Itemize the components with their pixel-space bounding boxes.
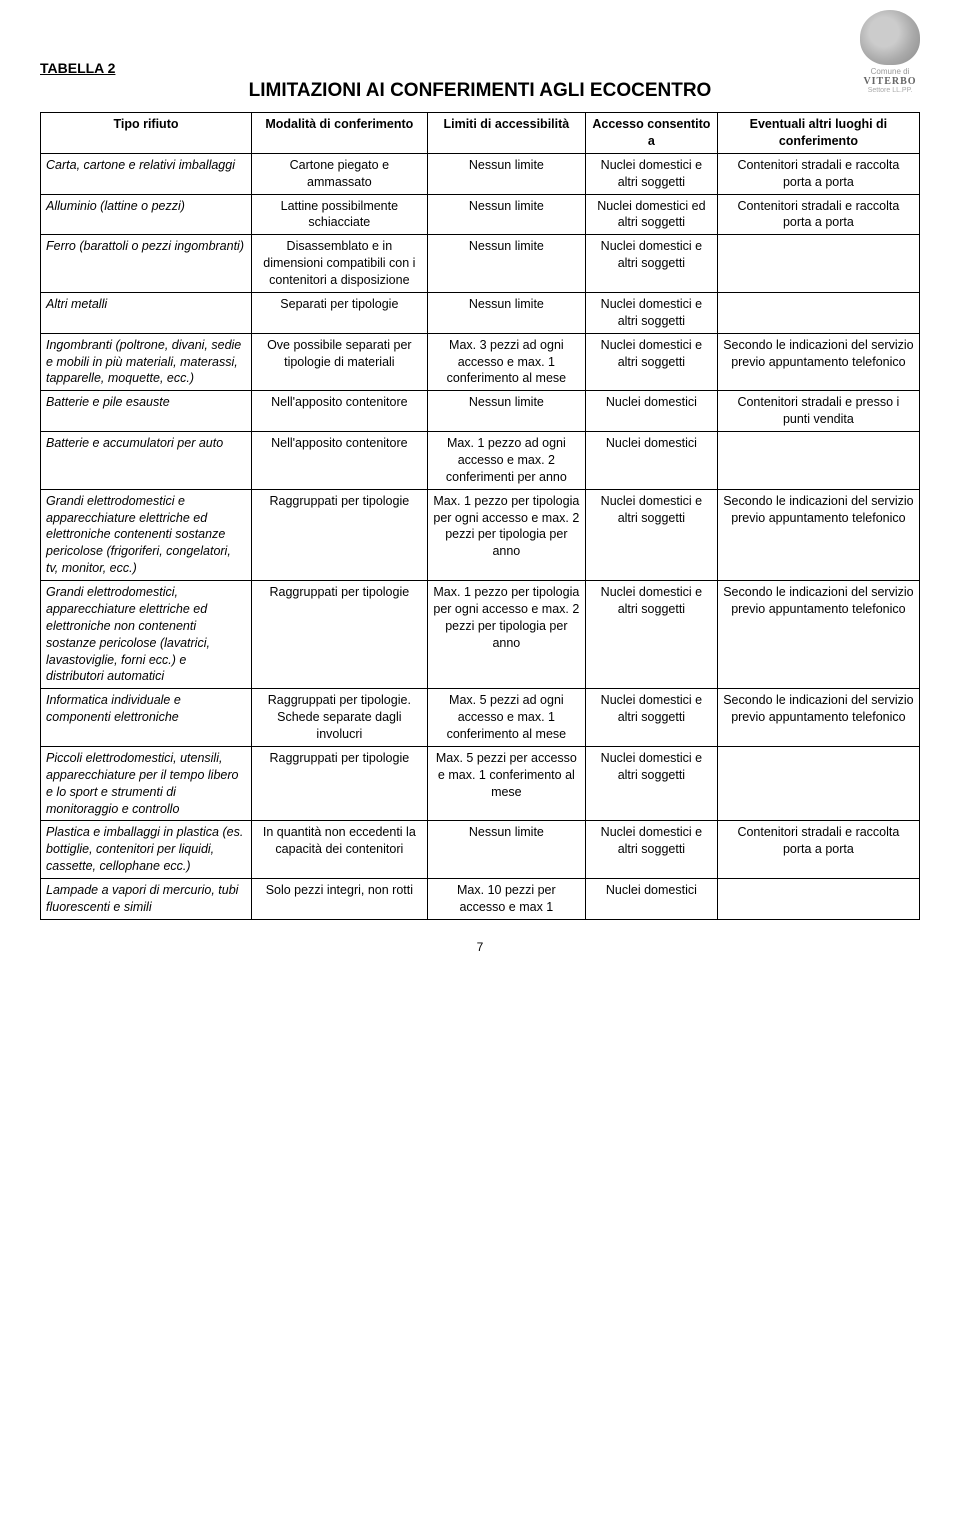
cell-limiti: Max. 1 pezzo per tipologia per ogni acce…: [427, 489, 585, 580]
cell-modalita: Separati per tipologie: [251, 292, 427, 333]
cell-tipo: Alluminio (lattine o pezzi): [41, 194, 252, 235]
cell-tipo: Ingombranti (poltrone, divani, sedie e m…: [41, 333, 252, 391]
cell-accesso: Nuclei domestici e altri soggetti: [585, 235, 717, 293]
cell-accesso: Nuclei domestici: [585, 391, 717, 432]
logo-image: [860, 10, 920, 65]
table-row: Alluminio (lattine o pezzi)Lattine possi…: [41, 194, 920, 235]
logo-line2: VITERBO: [860, 76, 920, 87]
cell-tipo: Piccoli elettrodomestici, utensili, appa…: [41, 746, 252, 821]
cell-eventuali: Secondo le indicazioni del servizio prev…: [717, 489, 919, 580]
cell-limiti: Nessun limite: [427, 292, 585, 333]
cell-limiti: Max. 5 pezzi per accesso e max. 1 confer…: [427, 746, 585, 821]
table-row: Grandi elettrodomestici, apparecchiature…: [41, 581, 920, 689]
cell-modalita: Nell'apposito contenitore: [251, 432, 427, 490]
header-eventuali: Eventuali altri luoghi di conferimento: [717, 113, 919, 154]
cell-eventuali: Secondo le indicazioni del servizio prev…: [717, 333, 919, 391]
cell-eventuali: [717, 746, 919, 821]
cell-eventuali: Secondo le indicazioni del servizio prev…: [717, 689, 919, 747]
table-row: Ingombranti (poltrone, divani, sedie e m…: [41, 333, 920, 391]
cell-accesso: Nuclei domestici e altri soggetti: [585, 292, 717, 333]
header-limiti: Limiti di accessibilità: [427, 113, 585, 154]
cell-modalita: Lattine possibilmente schiacciate: [251, 194, 427, 235]
cell-modalita: Raggruppati per tipologie: [251, 581, 427, 689]
logo-line1: Comune di: [860, 67, 920, 76]
cell-tipo: Plastica e imballaggi in plastica (es. b…: [41, 821, 252, 879]
cell-accesso: Nuclei domestici e altri soggetti: [585, 153, 717, 194]
table-row: Batterie e pile esausteNell'apposito con…: [41, 391, 920, 432]
cell-eventuali: Contenitori stradali e presso i punti ve…: [717, 391, 919, 432]
cell-modalita: In quantità non eccedenti la capacità de…: [251, 821, 427, 879]
cell-modalita: Raggruppati per tipologie. Schede separa…: [251, 689, 427, 747]
cell-eventuali: [717, 879, 919, 920]
cell-modalita: Raggruppati per tipologie: [251, 746, 427, 821]
cell-tipo: Batterie e pile esauste: [41, 391, 252, 432]
cell-accesso: Nuclei domestici e altri soggetti: [585, 746, 717, 821]
cell-modalita: Cartone piegato e ammassato: [251, 153, 427, 194]
cell-tipo: Lampade a vapori di mercurio, tubi fluor…: [41, 879, 252, 920]
header-tipo: Tipo rifiuto: [41, 113, 252, 154]
table-row: Carta, cartone e relativi imballaggiCart…: [41, 153, 920, 194]
cell-accesso: Nuclei domestici e altri soggetti: [585, 489, 717, 580]
cell-eventuali: [717, 292, 919, 333]
cell-accesso: Nuclei domestici: [585, 879, 717, 920]
cell-eventuali: Contenitori stradali e raccolta porta a …: [717, 194, 919, 235]
cell-limiti: Nessun limite: [427, 235, 585, 293]
cell-accesso: Nuclei domestici e altri soggetti: [585, 689, 717, 747]
cell-limiti: Nessun limite: [427, 194, 585, 235]
cell-accesso: Nuclei domestici e altri soggetti: [585, 581, 717, 689]
table-row: Plastica e imballaggi in plastica (es. b…: [41, 821, 920, 879]
cell-accesso: Nuclei domestici ed altri soggetti: [585, 194, 717, 235]
page-title: LIMITAZIONI AI CONFERIMENTI AGLI ECOCENT…: [40, 80, 920, 102]
table-row: Grandi elettrodomestici e apparecchiatur…: [41, 489, 920, 580]
cell-modalita: Ove possibile separati per tipologie di …: [251, 333, 427, 391]
cell-limiti: Max. 1 pezzo ad ogni accesso e max. 2 co…: [427, 432, 585, 490]
cell-modalita: Raggruppati per tipologie: [251, 489, 427, 580]
cell-eventuali: Secondo le indicazioni del servizio prev…: [717, 581, 919, 689]
cell-limiti: Max. 5 pezzi ad ogni accesso e max. 1 co…: [427, 689, 585, 747]
table-row: Lampade a vapori di mercurio, tubi fluor…: [41, 879, 920, 920]
logo-line3: Settore LL.PP.: [860, 87, 920, 94]
cell-limiti: Nessun limite: [427, 821, 585, 879]
cell-eventuali: Contenitori stradali e raccolta porta a …: [717, 821, 919, 879]
page-number: 7: [40, 940, 920, 954]
cell-eventuali: [717, 432, 919, 490]
table-row: Batterie e accumulatori per autoNell'app…: [41, 432, 920, 490]
header-modalita: Modalità di conferimento: [251, 113, 427, 154]
table-header-row: Tipo rifiuto Modalità di conferimento Li…: [41, 113, 920, 154]
cell-eventuali: [717, 235, 919, 293]
cell-tipo: Informatica individuale e componenti ele…: [41, 689, 252, 747]
cell-tipo: Grandi elettrodomestici e apparecchiatur…: [41, 489, 252, 580]
cell-limiti: Nessun limite: [427, 391, 585, 432]
cell-limiti: Max. 3 pezzi ad ogni accesso e max. 1 co…: [427, 333, 585, 391]
cell-modalita: Solo pezzi integri, non rotti: [251, 879, 427, 920]
table-row: Piccoli elettrodomestici, utensili, appa…: [41, 746, 920, 821]
cell-accesso: Nuclei domestici: [585, 432, 717, 490]
cell-tipo: Altri metalli: [41, 292, 252, 333]
cell-tipo: Grandi elettrodomestici, apparecchiature…: [41, 581, 252, 689]
cell-tipo: Carta, cartone e relativi imballaggi: [41, 153, 252, 194]
table-row: Altri metalliSeparati per tipologieNessu…: [41, 292, 920, 333]
limits-table: Tipo rifiuto Modalità di conferimento Li…: [40, 112, 920, 920]
cell-accesso: Nuclei domestici e altri soggetti: [585, 821, 717, 879]
header-accesso: Accesso consentito a: [585, 113, 717, 154]
cell-accesso: Nuclei domestici e altri soggetti: [585, 333, 717, 391]
cell-tipo: Ferro (barattoli o pezzi ingombranti): [41, 235, 252, 293]
section-label: TABELLA 2: [40, 60, 920, 76]
logo: Comune di VITERBO Settore LL.PP.: [860, 10, 920, 94]
table-row: Ferro (barattoli o pezzi ingombranti)Dis…: [41, 235, 920, 293]
cell-modalita: Disassemblato e in dimensioni compatibil…: [251, 235, 427, 293]
cell-limiti: Max. 1 pezzo per tipologia per ogni acce…: [427, 581, 585, 689]
cell-limiti: Max. 10 pezzi per accesso e max 1: [427, 879, 585, 920]
cell-tipo: Batterie e accumulatori per auto: [41, 432, 252, 490]
cell-eventuali: Contenitori stradali e raccolta porta a …: [717, 153, 919, 194]
cell-modalita: Nell'apposito contenitore: [251, 391, 427, 432]
table-row: Informatica individuale e componenti ele…: [41, 689, 920, 747]
cell-limiti: Nessun limite: [427, 153, 585, 194]
